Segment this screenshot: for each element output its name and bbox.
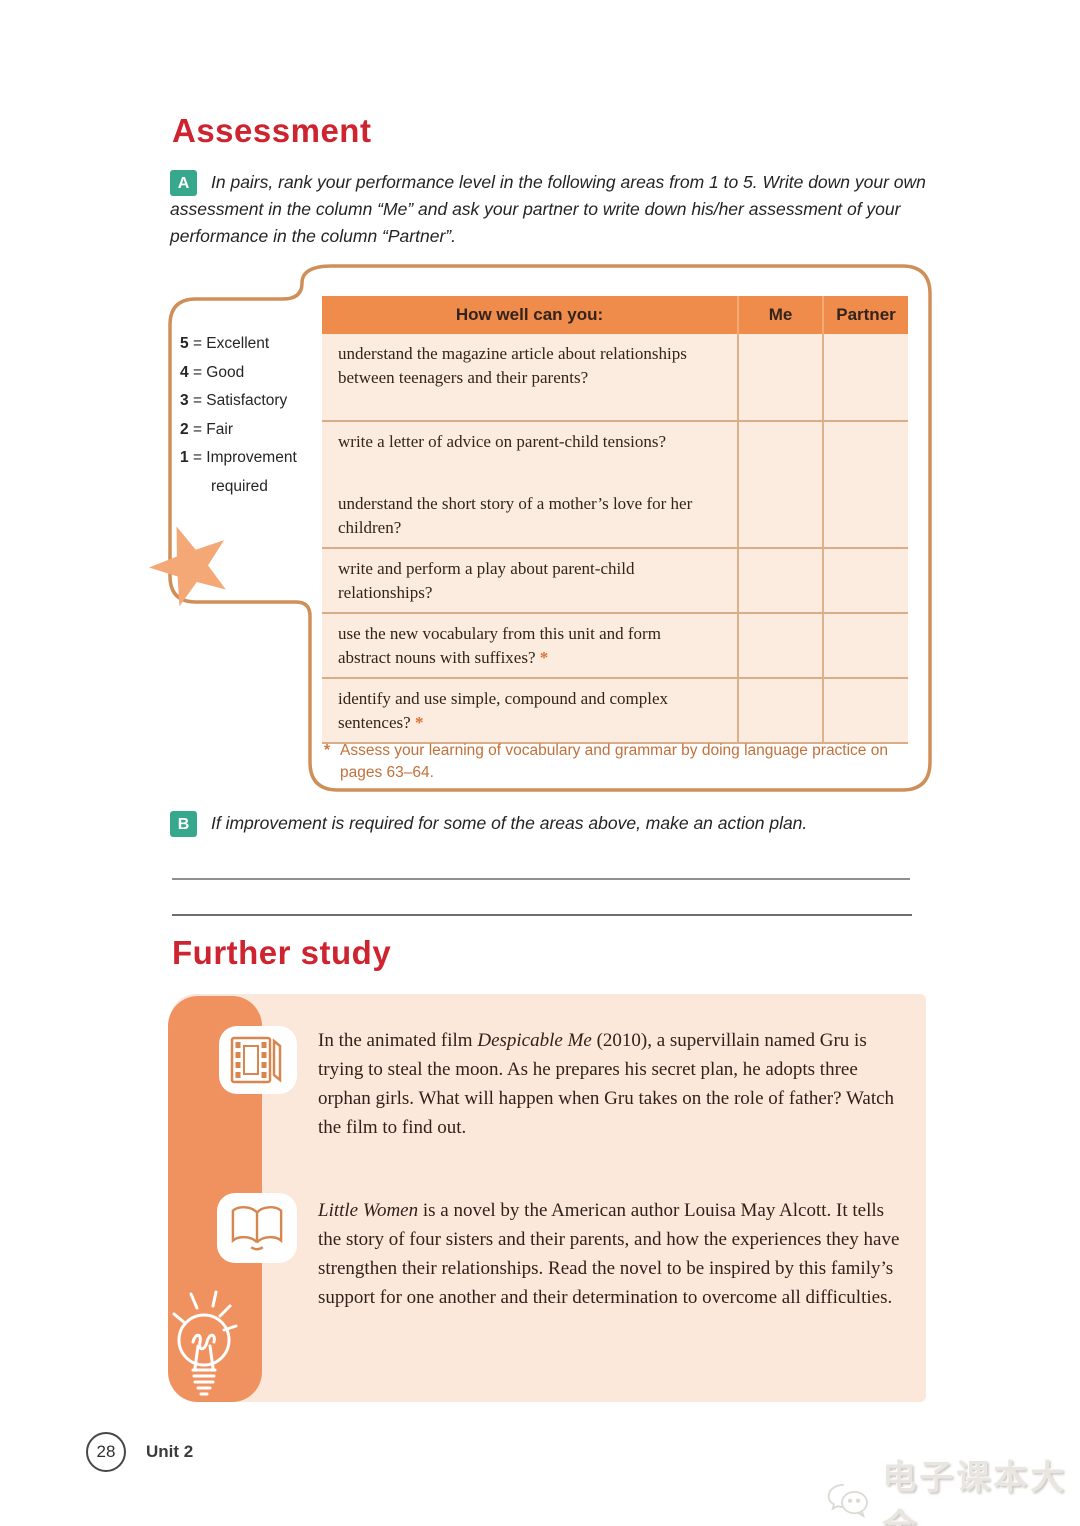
question-cell: use the new vocabulary from this unit an…	[322, 614, 737, 677]
star-icon	[149, 526, 226, 607]
unit-label: Unit 2	[146, 1442, 194, 1461]
watermark-text: 电子课本大全	[882, 1459, 1068, 1526]
film-icon-tile	[219, 1026, 297, 1094]
work-title: Despicable Me	[477, 1030, 592, 1051]
further-study-book-paragraph: Little Women is a novel by the American …	[318, 1196, 908, 1312]
partner-score-cell[interactable]	[822, 422, 908, 484]
table-footnote: * Assess your learning of vocabulary and…	[324, 740, 908, 784]
table-row: write and perform a play about parent-ch…	[322, 547, 908, 612]
legend-num: 5	[180, 335, 189, 352]
page-number-badge: 28	[86, 1432, 126, 1472]
task-b: B If improvement is required for some of…	[170, 810, 932, 837]
me-score-cell[interactable]	[737, 422, 822, 484]
me-score-cell[interactable]	[737, 484, 822, 547]
legend-label: = Good	[192, 363, 245, 381]
question-text: write and perform a play about parent-ch…	[338, 559, 635, 602]
table-row: identify and use simple, compound and co…	[322, 677, 908, 744]
legend-item-3: 3 = Satisfactory	[180, 387, 314, 416]
me-score-cell[interactable]	[737, 334, 822, 420]
task-a: A In pairs, rank your performance level …	[170, 169, 932, 250]
rating-legend: 5 = Excellent 4 = Good 3 = Satisfactory …	[180, 330, 314, 501]
table-row: write a letter of advice on parent-child…	[322, 420, 908, 484]
legend-label: = Excellent	[192, 335, 270, 352]
further-study-title: Further study	[172, 934, 392, 971]
header-question: How well can you:	[455, 305, 604, 324]
question-text: write a letter of advice on parent-child…	[338, 432, 667, 451]
action-plan-line-2[interactable]	[172, 914, 912, 916]
question-asterisk: *	[535, 647, 549, 667]
partner-score-cell[interactable]	[822, 549, 908, 612]
partner-score-cell[interactable]	[822, 614, 908, 677]
watermark-chat-icon	[827, 1483, 868, 1518]
book-icon	[231, 1206, 283, 1251]
question-cell: identify and use simple, compound and co…	[322, 679, 737, 742]
table-row: understand the magazine article about re…	[322, 334, 908, 420]
header-me: Me	[737, 296, 822, 334]
question-cell: write a letter of advice on parent-child…	[322, 422, 737, 484]
partner-score-cell[interactable]	[822, 484, 908, 547]
legend-label: = Fair	[192, 420, 233, 438]
further-study-film-paragraph: In the animated film Despicable Me (2010…	[318, 1026, 908, 1142]
legend-num: 4	[180, 363, 189, 381]
assessment-title: Assessment	[172, 112, 372, 149]
legend-num: 1	[180, 449, 189, 466]
table-row: use the new vocabulary from this unit an…	[322, 612, 908, 677]
legend-item-4: 4 = Good	[180, 359, 314, 388]
lightbulb-icon	[172, 1290, 238, 1396]
question-text: understand the magazine article about re…	[338, 344, 687, 387]
task-b-badge: B	[170, 811, 197, 837]
task-a-instruction: In pairs, rank your performance level in…	[170, 172, 926, 246]
legend-label: = Satisfactory	[192, 392, 288, 409]
film-icon	[230, 1036, 282, 1084]
watermark: 电子课本大全	[826, 1450, 1080, 1526]
me-score-cell[interactable]	[737, 679, 822, 742]
partner-score-cell[interactable]	[822, 334, 908, 420]
action-plan-line-1[interactable]	[172, 878, 910, 880]
header-partner: Partner	[822, 296, 908, 334]
legend-item-5: 5 = Excellent	[180, 330, 314, 359]
question-text: understand the short story of a mother’s…	[338, 494, 693, 537]
paragraph-text: (2010), a supervillain named Gru is tryi…	[318, 1030, 895, 1138]
partner-score-cell[interactable]	[822, 679, 908, 742]
paragraph-text: is a novel by the American author Louisa…	[318, 1200, 900, 1308]
legend-item-2: 2 = Fair	[180, 416, 314, 445]
question-text: use the new vocabulary from this unit an…	[338, 624, 661, 667]
footnote-text: Assess your learning of vocabulary and g…	[340, 742, 888, 781]
question-cell: understand the short story of a mother’s…	[322, 484, 737, 547]
task-a-badge: A	[170, 170, 197, 196]
legend-num: 3	[180, 392, 189, 409]
question-cell: understand the magazine article about re…	[322, 334, 737, 420]
assessment-table: How well can you: Me Partner understand …	[322, 296, 908, 744]
table-row: understand the short story of a mother’s…	[322, 484, 908, 547]
paragraph-text: In the animated film	[318, 1030, 478, 1051]
question-cell: write and perform a play about parent-ch…	[322, 549, 737, 612]
me-score-cell[interactable]	[737, 614, 822, 677]
legend-label: = Improvement required	[192, 449, 297, 495]
table-header-row: How well can you: Me Partner	[322, 296, 908, 334]
page-number: 28	[96, 1442, 116, 1461]
work-title: Little Women	[318, 1200, 419, 1221]
footnote-asterisk: *	[324, 742, 331, 759]
task-b-instruction: If improvement is required for some of t…	[211, 813, 808, 833]
legend-num: 2	[180, 420, 189, 438]
question-asterisk: *	[410, 712, 424, 732]
question-text: identify and use simple, compound and co…	[338, 689, 669, 732]
legend-item-1: 1 = Improvement required	[180, 444, 314, 501]
book-icon-tile	[217, 1193, 297, 1263]
me-score-cell[interactable]	[737, 549, 822, 612]
